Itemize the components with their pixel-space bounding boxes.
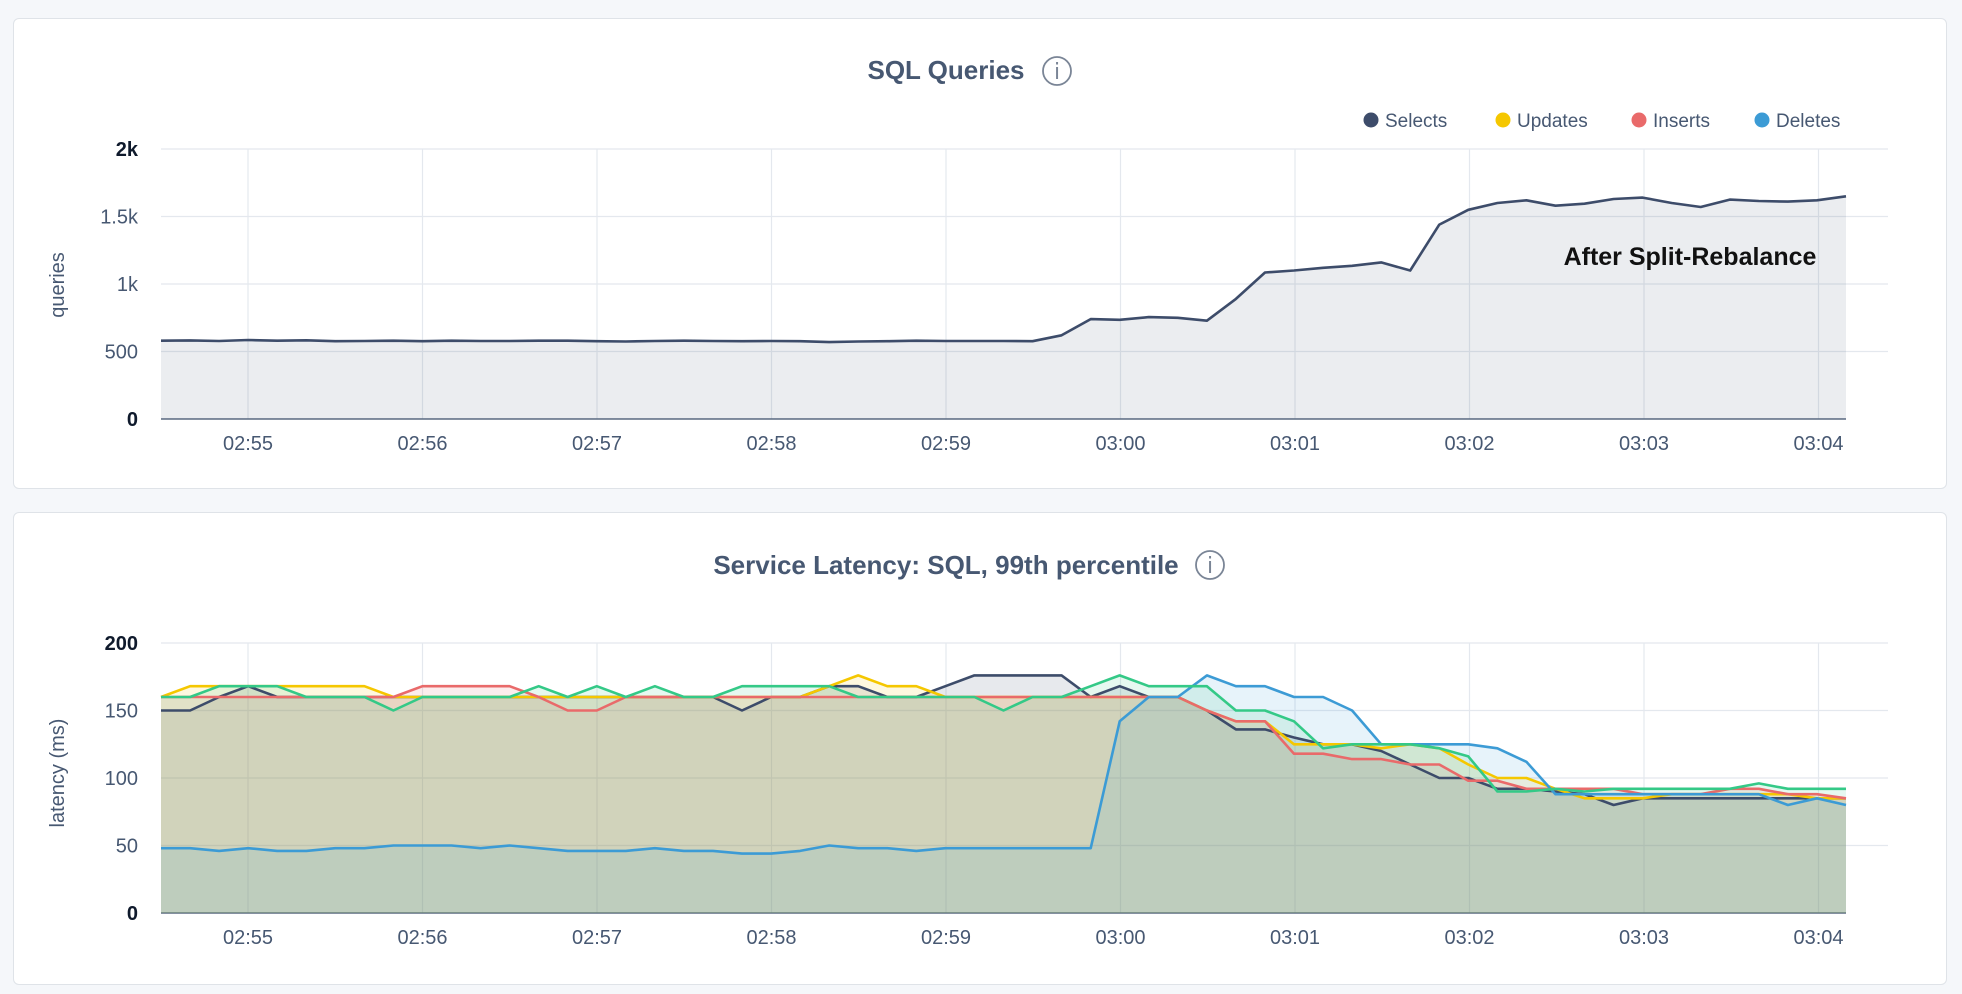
x-tick-label: 03:03 — [1619, 927, 1669, 949]
series-area-selects — [161, 196, 1846, 419]
info-icon[interactable]: i — [1195, 550, 1225, 580]
service-latency-panel: Service Latency: SQL, 99th percentile i … — [13, 512, 1947, 985]
x-tick-label: 02:59 — [921, 433, 971, 455]
y-tick-label: 0 — [127, 903, 138, 925]
x-tick-label: 03:04 — [1793, 433, 1843, 455]
service-latency-chart: Service Latency: SQL, 99th percentile i … — [47, 550, 1888, 949]
x-tick-label: 02:55 — [223, 433, 273, 455]
legend-item-selects[interactable]: Selects — [1363, 111, 1448, 132]
y-tick-label: 2k — [116, 139, 139, 161]
annotation-label: After Split-Rebalance — [1564, 243, 1817, 271]
legend-swatch — [1754, 112, 1770, 128]
legend-swatch — [1363, 112, 1379, 128]
x-tick-label: 02:56 — [397, 927, 447, 949]
x-tick-label: 03:01 — [1270, 433, 1320, 455]
info-icon[interactable]: i — [1042, 56, 1072, 86]
x-tick-label: 02:58 — [746, 927, 796, 949]
x-tick-label: 03:01 — [1270, 927, 1320, 949]
y-axis-label: latency (ms) — [47, 719, 69, 828]
series-line-green[interactable] — [161, 674, 1846, 793]
x-tick-label: 02:59 — [921, 927, 971, 949]
legend-swatch — [1631, 112, 1647, 128]
series-line-selects[interactable] — [160, 195, 1847, 344]
series-line-deletes[interactable] — [161, 674, 1847, 855]
sql-queries-chart: SQL Queries i Selects Updates Inserts Delet… — [47, 55, 1888, 455]
x-tick-label: 03:02 — [1444, 433, 1494, 455]
y-tick-label: 150 — [105, 701, 138, 723]
chart-legend: Selects Updates Inserts Deletes — [1363, 111, 1841, 132]
legend-label: Selects — [1385, 111, 1447, 132]
y-tick-label: 500 — [105, 342, 138, 364]
legend-item-deletes[interactable]: Deletes — [1754, 111, 1841, 132]
x-tick-label: 03:02 — [1444, 927, 1494, 949]
legend-item-inserts[interactable]: Inserts — [1631, 111, 1711, 132]
y-axis-label: queries — [47, 252, 69, 318]
legend-label: Deletes — [1776, 111, 1840, 132]
legend-label: Inserts — [1653, 111, 1710, 132]
series-area-selects — [161, 675, 1846, 913]
chart-title: Service Latency: SQL, 99th percentile — [713, 550, 1178, 580]
series-area-inserts — [161, 686, 1846, 913]
sql-queries-panel: SQL Queries i Selects Updates Inserts Delet… — [13, 18, 1947, 489]
x-tick-label: 02:55 — [223, 927, 273, 949]
chart-title: SQL Queries — [867, 55, 1024, 85]
y-tick-label: 100 — [105, 768, 138, 790]
x-tick-label: 03:03 — [1619, 433, 1669, 455]
series-area-updates — [161, 675, 1846, 913]
x-tick-label: 02:56 — [397, 433, 447, 455]
y-tick-label: 1k — [117, 274, 139, 296]
svg-text:i: i — [1207, 554, 1213, 579]
y-tick-label: 200 — [105, 633, 138, 655]
y-tick-label: 50 — [116, 836, 138, 858]
svg-text:i: i — [1054, 60, 1060, 85]
x-tick-label: 02:57 — [572, 433, 622, 455]
legend-item-updates[interactable]: Updates — [1495, 111, 1588, 132]
legend-label: Updates — [1517, 111, 1588, 132]
x-tick-label: 02:57 — [572, 927, 622, 949]
series-area-green — [161, 675, 1846, 913]
x-tick-label: 03:00 — [1095, 927, 1145, 949]
x-tick-label: 03:00 — [1095, 433, 1145, 455]
series-area-deletes — [161, 675, 1846, 913]
y-tick-label: 0 — [127, 409, 138, 431]
x-tick-label: 03:04 — [1793, 927, 1843, 949]
x-tick-label: 02:58 — [746, 433, 796, 455]
y-tick-label: 1.5k — [100, 207, 139, 229]
legend-swatch — [1495, 112, 1511, 128]
